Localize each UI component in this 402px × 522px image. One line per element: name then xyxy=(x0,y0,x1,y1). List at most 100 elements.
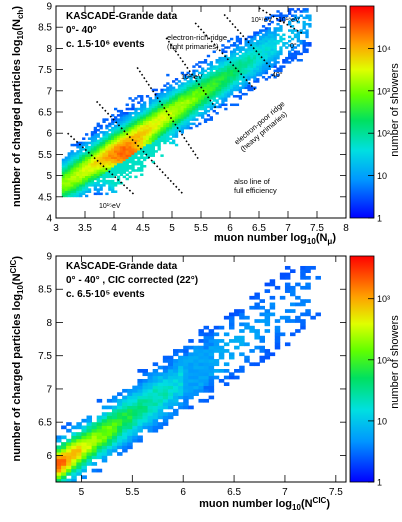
heat-cell xyxy=(250,75,254,79)
heat-cell xyxy=(96,418,103,423)
heat-cell xyxy=(193,372,199,377)
heat-cell xyxy=(96,124,100,128)
heat-cell xyxy=(305,31,309,34)
heat-cell xyxy=(254,319,260,323)
heat-cell xyxy=(134,133,138,136)
heat-cell xyxy=(111,169,115,172)
heat-cell xyxy=(131,131,135,134)
heat-cell xyxy=(169,97,173,100)
heat-cell xyxy=(267,75,271,79)
heat-cell xyxy=(241,67,245,70)
heat-cell xyxy=(96,173,100,176)
heat-cell xyxy=(239,329,245,333)
heat-cell xyxy=(186,116,190,119)
heat-cell xyxy=(137,418,143,423)
heat-cell xyxy=(232,78,237,81)
heat-cell xyxy=(102,120,106,123)
heat-cell xyxy=(201,75,205,79)
heat-cell xyxy=(238,50,242,54)
heat-cell xyxy=(108,133,112,136)
heat-cell xyxy=(174,116,179,119)
heat-cell xyxy=(198,332,204,337)
heat-cell xyxy=(198,80,202,83)
heat-cell xyxy=(203,82,208,85)
heat-cell xyxy=(73,152,77,155)
heat-cell xyxy=(310,315,316,320)
heat-cell xyxy=(99,150,103,153)
heat-cell xyxy=(282,61,286,64)
heat-cell xyxy=(261,33,266,37)
heat-cell xyxy=(119,152,124,155)
heat-cell xyxy=(99,192,103,196)
heat-cell xyxy=(163,101,167,104)
heat-cell xyxy=(201,69,205,73)
heat-cell xyxy=(261,71,266,75)
heat-cell xyxy=(147,372,154,377)
heat-cell xyxy=(308,18,312,22)
heat-cell xyxy=(224,67,228,70)
heat-cell xyxy=(162,385,169,390)
heat-cell xyxy=(282,18,286,22)
heat-cell xyxy=(193,349,199,353)
heat-cell xyxy=(154,139,158,143)
heat-cell xyxy=(56,468,62,473)
heat-cell xyxy=(180,95,184,98)
heat-cell xyxy=(96,181,100,185)
heat-cell xyxy=(160,135,164,138)
heat-cell xyxy=(212,80,216,83)
heat-cell xyxy=(125,165,129,168)
heat-cell xyxy=(145,107,150,111)
heat-cell xyxy=(234,345,240,350)
heat-cell xyxy=(152,422,159,426)
heat-cell xyxy=(290,56,295,60)
heat-cell xyxy=(173,372,179,377)
heat-cell xyxy=(218,97,222,100)
heat-cell xyxy=(169,88,173,92)
heat-cell xyxy=(151,107,155,111)
heat-cell xyxy=(152,378,159,383)
heat-cell xyxy=(157,398,164,403)
heat-cell xyxy=(227,84,231,87)
heat-cell xyxy=(56,435,62,440)
heat-cell xyxy=(108,145,112,149)
heat-cell xyxy=(172,101,176,104)
heat-cell xyxy=(183,362,189,367)
heat-cell xyxy=(147,412,154,416)
heat-cell xyxy=(189,73,193,77)
heat-cell xyxy=(108,152,112,155)
heat-cell xyxy=(227,61,231,64)
heat-cell xyxy=(201,88,205,92)
heat-cell xyxy=(250,39,254,43)
heat-cell xyxy=(56,452,62,456)
heat-cell xyxy=(305,265,311,270)
heat-cell xyxy=(198,345,204,350)
heat-cell xyxy=(288,20,292,24)
heat-cell xyxy=(134,116,138,119)
heat-cell xyxy=(195,112,199,115)
heat-cell xyxy=(299,14,303,17)
heat-cell xyxy=(152,395,159,400)
heat-cell xyxy=(203,369,210,373)
heat-cell xyxy=(114,133,118,136)
heat-cell xyxy=(61,184,66,187)
heat-cell xyxy=(198,75,202,79)
heat-cell xyxy=(209,101,213,104)
heat-cell xyxy=(162,402,169,406)
heat-cell xyxy=(198,378,204,383)
heat-cell xyxy=(273,39,277,43)
heat-cell xyxy=(238,56,242,60)
heat-cell xyxy=(125,152,129,155)
heat-cell xyxy=(274,329,281,333)
heat-cell xyxy=(173,375,179,380)
heat-cell xyxy=(230,103,234,107)
heat-cell xyxy=(90,145,95,149)
heat-cell xyxy=(228,355,235,360)
heat-cell xyxy=(131,107,135,111)
heat-cell xyxy=(61,171,66,174)
heat-cell xyxy=(111,171,115,174)
heat-cell xyxy=(125,131,129,134)
heat-cell xyxy=(162,415,169,420)
heat-cell xyxy=(111,152,115,155)
heat-cell xyxy=(167,395,174,400)
heat-cell xyxy=(102,173,106,176)
